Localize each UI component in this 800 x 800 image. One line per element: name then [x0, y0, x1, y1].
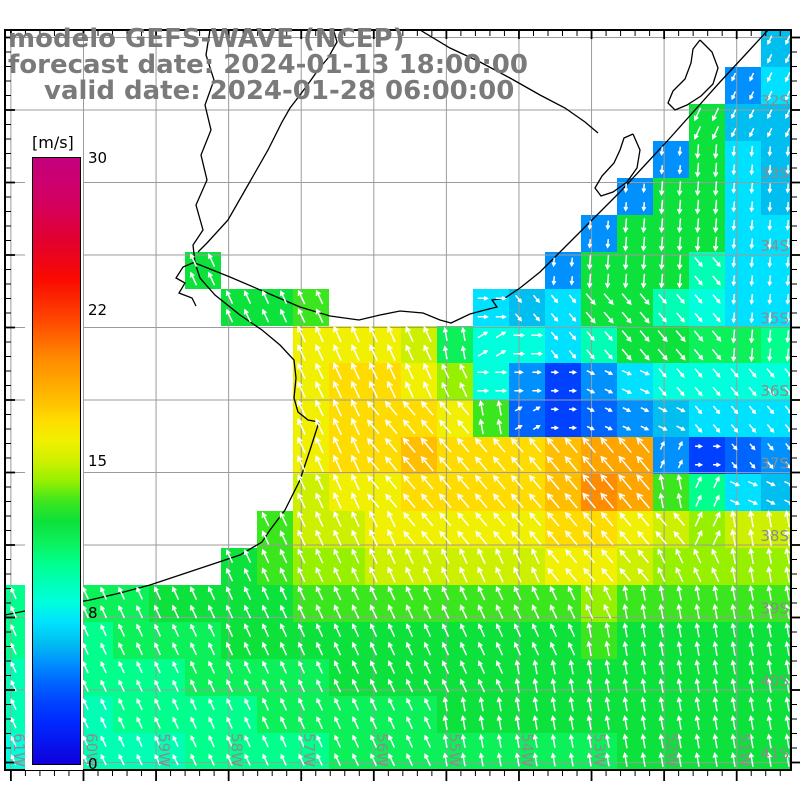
lat-label: 35S: [760, 310, 789, 328]
wind-arrows: [10, 35, 791, 767]
lon-label: 57W: [300, 733, 318, 767]
coastline-layer: [5, 30, 769, 616]
axis-labels: 32S 33S 34S 35S 36S 37S 38S 39S 40S 41S 61W 60W 59W 5…: [10, 92, 789, 767]
lat-label: 37S: [760, 455, 789, 473]
lon-label: 59W: [155, 733, 173, 767]
lon-label: 52W: [663, 733, 681, 767]
parana-delta: [175, 261, 197, 307]
lat-label: 39S: [760, 600, 789, 618]
lat-label: 32S: [760, 92, 789, 110]
colorbar-tick-label: 22: [88, 300, 108, 319]
lagoa-dos-patos: [667, 39, 719, 111]
lon-label: 61W: [10, 733, 28, 767]
lon-label: 56W: [373, 733, 391, 767]
colorbar-tick-label: 8: [88, 603, 98, 622]
lat-label: 34S: [760, 237, 789, 255]
lagoa-mirim: [594, 133, 641, 197]
lon-label: 60W: [83, 733, 101, 767]
river-uruguay: [192, 30, 215, 264]
colorbar-gradient: [32, 157, 81, 765]
river-negro: [419, 30, 599, 134]
lat-label: 33S: [760, 165, 789, 183]
colorbar-tick-label: 0: [88, 755, 98, 773]
lon-label: 53W: [591, 733, 609, 767]
lon-label: 58W: [228, 733, 246, 767]
river-parana: [197, 30, 338, 253]
map-frame: [4, 29, 792, 771]
lon-label: 54W: [518, 733, 536, 767]
coastline: [5, 30, 769, 616]
lat-label: 36S: [760, 382, 789, 400]
colorbar-tick-label: 15: [88, 452, 108, 470]
colorbar-tick-label: 30: [88, 149, 108, 167]
colorbar-unit-label: [m/s]: [32, 133, 74, 152]
lat-label: 38S: [760, 527, 789, 545]
lat-label: 41S: [760, 745, 789, 763]
axis-ticks: [5, 30, 800, 781]
lon-label: 51W: [736, 733, 754, 767]
lat-label: 40S: [760, 672, 789, 690]
colorbar: [m/s] 30 22 15 8 0: [25, 133, 135, 783]
lon-label: 55W: [445, 733, 463, 767]
